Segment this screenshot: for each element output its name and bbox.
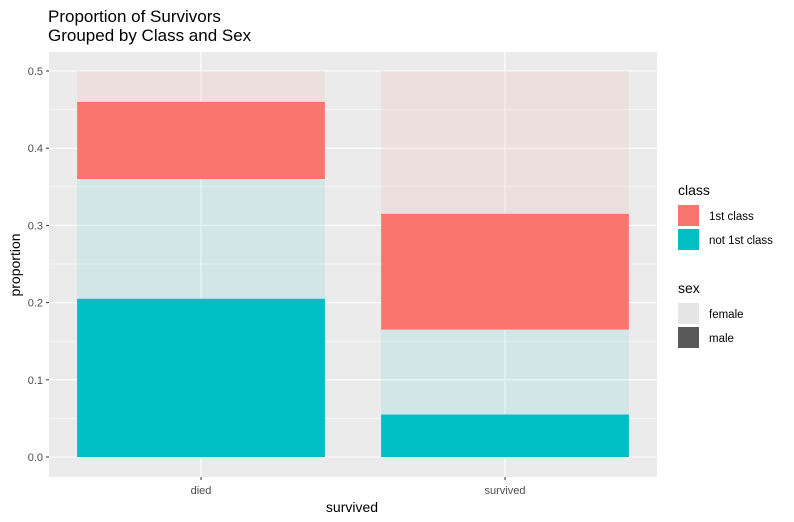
y-tick-label: 0.3 xyxy=(28,220,43,232)
bar-segment-died-1st-class-female xyxy=(77,71,325,102)
legend-label: male xyxy=(709,333,734,345)
legend-label: 1st class xyxy=(709,211,754,223)
x-tick-label: survived xyxy=(485,485,526,497)
bar-segment-died-not-1st-class-female xyxy=(77,179,325,299)
bar-segment-survived-1st-class-male xyxy=(381,213,629,330)
legend-label: female xyxy=(709,309,744,321)
legend-sex: sex female male xyxy=(678,280,744,348)
y-tick-label: 0.1 xyxy=(28,375,43,387)
legend-key xyxy=(678,303,699,324)
chart-title-line-1: Proportion of Survivors xyxy=(48,7,221,26)
y-axis-title: proportion xyxy=(7,233,23,296)
legend-key xyxy=(678,229,699,250)
y-tick-label: 0.2 xyxy=(28,298,43,310)
bar-segment-survived-1st-class-female xyxy=(381,71,629,214)
legend-label: not 1st class xyxy=(709,235,773,247)
y-tick-label: 0.4 xyxy=(28,143,43,155)
legend: class 1st class not 1st class sex female male xyxy=(678,182,773,348)
chart-title-line-2: Grouped by Class and Sex xyxy=(48,26,252,45)
bar-segment-died-1st-class-male xyxy=(77,101,325,180)
y-tick-label: 0.0 xyxy=(28,452,43,464)
legend-title: sex xyxy=(678,280,700,296)
x-tick-label: died xyxy=(191,485,212,497)
bar-segment-survived-not-1st-class-female xyxy=(381,329,629,415)
chart-title: Proportion of Survivors Grouped by Class… xyxy=(48,7,252,45)
bar-segment-died-not-1st-class-male xyxy=(77,298,325,457)
legend-key xyxy=(678,205,699,226)
x-axis-title: survived xyxy=(326,499,378,515)
y-tick-label: 0.5 xyxy=(28,66,43,78)
bar-segment-survived-not-1st-class-male xyxy=(381,414,629,457)
x-axis: died survived xyxy=(191,477,526,497)
y-axis: 0.0 0.1 0.2 0.3 0.4 0.5 xyxy=(28,66,49,464)
legend-title: class xyxy=(678,182,710,198)
bars xyxy=(77,71,629,457)
legend-class: class 1st class not 1st class xyxy=(678,182,773,250)
legend-key xyxy=(678,327,699,348)
